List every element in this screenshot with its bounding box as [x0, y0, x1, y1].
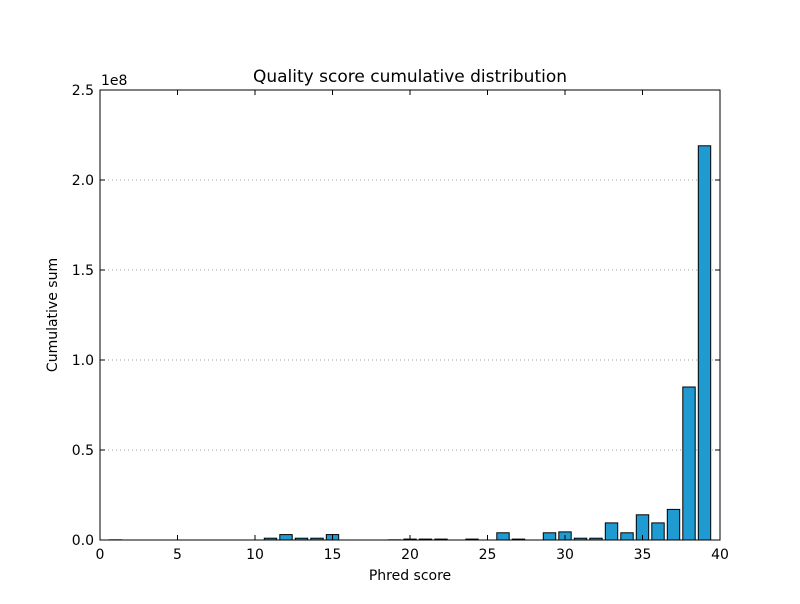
y-tick-label: 2.0	[72, 173, 94, 189]
x-tick-label: 25	[479, 547, 497, 563]
x-axis-label: Phred score	[369, 568, 451, 584]
y-tick-label: 2.5	[72, 83, 94, 99]
y-tick-label: 0.5	[72, 443, 94, 459]
x-tick-label: 0	[96, 547, 105, 563]
x-tick-label: 35	[634, 547, 652, 563]
y-tick-label: 1.5	[72, 263, 94, 279]
x-tick-label: 15	[324, 547, 342, 563]
bar	[667, 509, 679, 540]
bar	[621, 533, 633, 540]
axis-ticks: 0 5 10 15 20 25 30 35 40 0.0 0.5 1.0 1.5 2.0 2.5	[72, 83, 729, 563]
grid-lines	[100, 180, 720, 450]
bars	[109, 146, 710, 540]
bar	[543, 533, 555, 540]
x-tick-label: 10	[246, 547, 264, 563]
plot-frame	[100, 90, 720, 540]
y-tick-label: 0.0	[72, 533, 94, 549]
bar	[497, 533, 509, 540]
bar	[280, 535, 292, 540]
chart-title: Quality score cumulative distribution	[253, 67, 567, 87]
bar	[683, 387, 695, 540]
x-tick-label: 30	[556, 547, 574, 563]
x-tick-label: 5	[173, 547, 182, 563]
bar	[698, 146, 710, 540]
y-axis-label: Cumulative sum	[45, 258, 61, 372]
y-axis-scale-label: 1e8	[101, 73, 127, 89]
y-tick-label: 1.0	[72, 353, 94, 369]
bar	[605, 523, 617, 540]
bar	[652, 523, 664, 540]
x-tick-label: 40	[711, 547, 729, 563]
x-tick-label: 20	[401, 547, 419, 563]
